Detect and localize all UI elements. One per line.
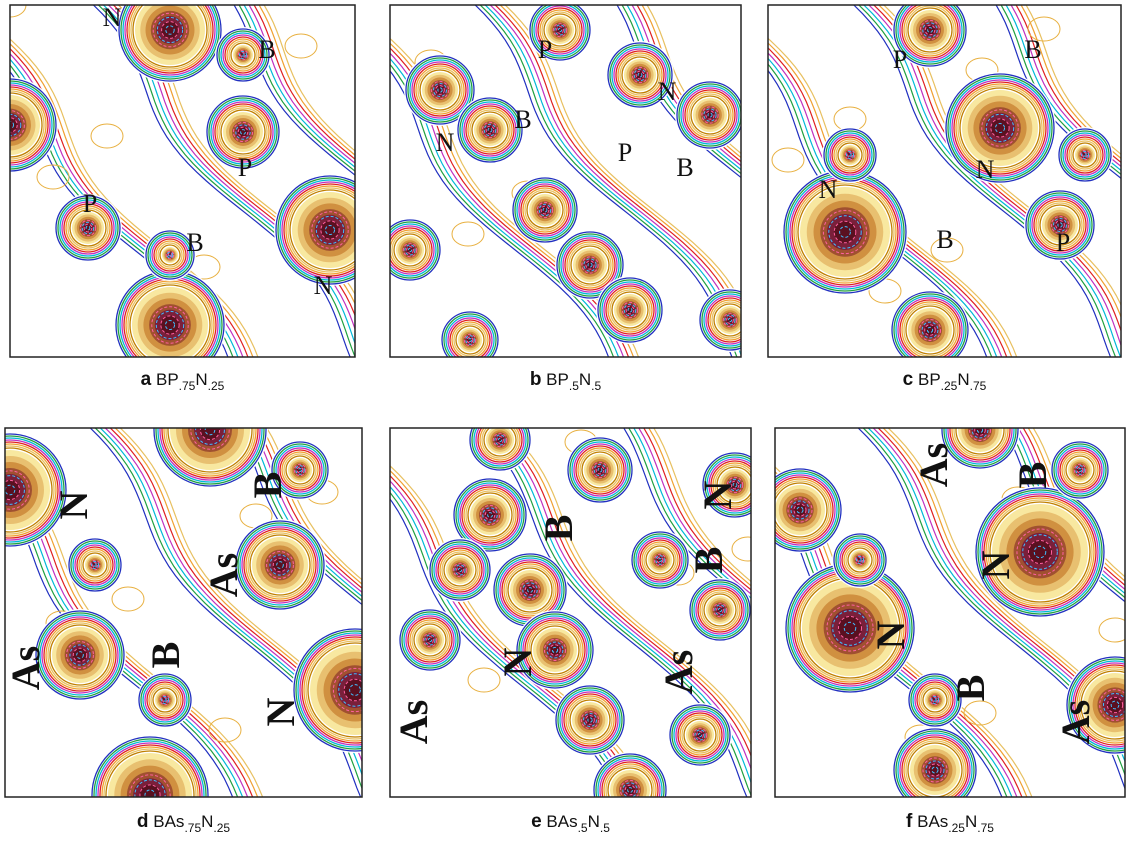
caption: e BAs.5N.5: [531, 811, 610, 835]
contour: [1123, 5, 1129, 357]
panel-letter: d: [137, 811, 149, 832]
atom-label: N: [258, 697, 303, 726]
formula-part: N: [195, 370, 207, 389]
atom-label: N: [314, 271, 333, 300]
atom-label: N: [495, 647, 540, 676]
atom-label: N: [436, 128, 455, 157]
atom-label: B: [514, 105, 531, 134]
caption: b BP.5N.5: [530, 369, 602, 393]
formula-sub: .5: [578, 821, 588, 835]
atom-label: B: [245, 472, 290, 499]
formula-part: BAs: [546, 812, 577, 831]
panel: [698, 0, 1129, 370]
atom-label: P: [83, 189, 97, 218]
panel-letter: a: [141, 369, 152, 390]
formula-sub: .75: [179, 379, 196, 393]
formula-sub: .25: [208, 379, 225, 393]
formula-part: N: [579, 370, 591, 389]
formula-part: N: [588, 812, 600, 831]
atom-label: P: [893, 45, 907, 74]
atom-label: As: [3, 646, 48, 690]
atom-label: P: [618, 138, 632, 167]
panel-letter: e: [531, 811, 542, 832]
atom-label: B: [143, 642, 188, 669]
formula-part: BAs: [153, 812, 184, 831]
atom-label: B: [676, 153, 693, 182]
panel-letter: b: [530, 369, 542, 390]
formula-part: BP: [918, 370, 941, 389]
atom-label: B: [186, 228, 203, 257]
atom-label: B: [258, 35, 275, 64]
atom-label: As: [656, 650, 701, 694]
formula-sub: .25: [213, 821, 230, 835]
atom-label: B: [536, 515, 581, 542]
atom-label: N: [819, 175, 838, 204]
atom-label: N: [51, 490, 96, 519]
caption: a BP.75N.25: [141, 369, 225, 393]
formula-sub: .75: [970, 379, 987, 393]
atom-label: N: [868, 620, 913, 649]
atom-label: N: [695, 480, 740, 509]
atom-label: B: [1024, 35, 1041, 64]
atom-label: N: [103, 3, 122, 32]
figure: NBPPBNa BP.75N.25PNBNPBb BP.5N.5PBNNBPc …: [0, 0, 1129, 841]
atom-label: N: [658, 77, 677, 106]
formula-sub: .25: [941, 379, 958, 393]
atom-label: N: [973, 550, 1018, 579]
formula-part: BAs: [917, 812, 948, 831]
formula-sub: .75: [977, 821, 994, 835]
atom-label: B: [1010, 462, 1055, 489]
formula-part: N: [965, 812, 977, 831]
caption: c BP.25N.75: [903, 369, 987, 393]
atom-label: P: [238, 153, 252, 182]
caption: f BAs.25N.75: [906, 811, 994, 835]
panel-letter: c: [903, 369, 914, 390]
atom-label: B: [686, 547, 731, 574]
caption: d BAs.75N.25: [137, 811, 231, 835]
atom-label: As: [201, 553, 246, 597]
formula-part: N: [201, 812, 213, 831]
formula-part: BP: [156, 370, 179, 389]
formula-sub: .5: [591, 379, 601, 393]
formula-sub: .5: [600, 821, 610, 835]
formula-sub: .5: [569, 379, 579, 393]
atom-label: B: [948, 675, 993, 702]
formula-sub: .75: [184, 821, 201, 835]
atom-label: P: [1056, 228, 1070, 257]
formula-part: BP: [546, 370, 569, 389]
atom-label: As: [391, 700, 436, 744]
atom-label: As: [911, 443, 956, 487]
formula-part: N: [957, 370, 969, 389]
atom-label: N: [976, 155, 995, 184]
atom-label: P: [538, 35, 552, 64]
atom-label: B: [936, 225, 953, 254]
atom-label: As: [1053, 700, 1098, 744]
formula-sub: .25: [948, 821, 965, 835]
